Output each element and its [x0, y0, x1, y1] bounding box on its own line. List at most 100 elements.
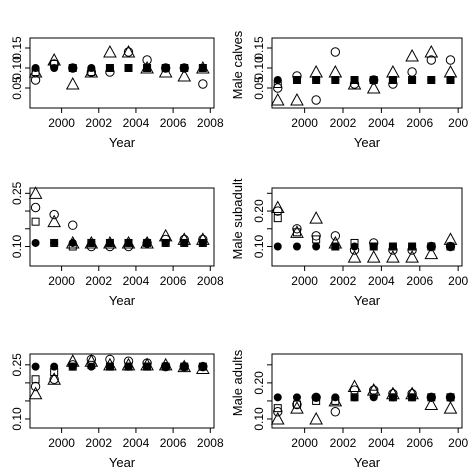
- point-open-circle: [330, 231, 341, 241]
- point-triangle: [177, 232, 192, 245]
- point-square: [124, 362, 133, 371]
- x-axis-title: Year: [109, 135, 136, 150]
- point-triangle: [386, 64, 400, 78]
- point-square: [198, 64, 207, 72]
- point-open-circle: [369, 75, 379, 85]
- x-tick-label: 2006: [160, 274, 187, 288]
- point-open-circle: [123, 47, 134, 57]
- x-tick-label: 2004: [368, 116, 395, 130]
- point-open-circle: [292, 71, 302, 81]
- point-square: [408, 76, 417, 84]
- point-square: [388, 242, 397, 251]
- point-open-circle: [86, 241, 97, 252]
- point-square: [427, 242, 436, 251]
- point-triangle: [309, 211, 323, 224]
- point-open-circle: [445, 392, 456, 403]
- point-open-circle: [160, 63, 171, 73]
- point-square: [350, 238, 359, 247]
- point-triangle: [366, 80, 381, 94]
- point-square: [292, 400, 301, 409]
- point-triangle: [158, 228, 173, 242]
- y-tick-label: 0.10: [10, 56, 24, 80]
- point-open-circle: [68, 63, 78, 73]
- point-filled-circle: [312, 76, 321, 84]
- point-filled-circle: [312, 242, 321, 251]
- point-square: [427, 393, 436, 402]
- y-tick-label: 0.10: [252, 234, 266, 258]
- point-open-circle: [330, 47, 341, 57]
- x-tick-label: 2002: [85, 116, 112, 130]
- x-tick-label: 2000: [48, 436, 75, 450]
- point-open-circle: [407, 389, 417, 399]
- point-open-circle: [445, 241, 456, 252]
- point-triangle: [443, 64, 458, 78]
- y-tick-label: 0.05: [10, 76, 24, 100]
- point-square: [369, 389, 378, 398]
- point-open-circle: [407, 67, 417, 77]
- x-axis-title: Year: [354, 293, 381, 308]
- point-filled-circle: [427, 393, 436, 402]
- point-triangle: [386, 250, 400, 263]
- panel-1: 0.050.100.15 2000 2002 2004 2006 2008 Year: [10, 36, 224, 150]
- point-square: [68, 64, 77, 72]
- panel-5: 0.10 0.25 2000 2002 2004 2006 2008 Year: [10, 353, 224, 470]
- point-filled-circle: [350, 393, 359, 402]
- point-filled-circle: [143, 362, 152, 371]
- y-tick-label: 0.10: [10, 407, 24, 431]
- point-filled-circle: [50, 238, 59, 247]
- point-square: [31, 68, 40, 76]
- point-open-circle: [273, 206, 283, 216]
- point-open-circle: [292, 399, 302, 410]
- y-axis-title: Male adults: [230, 349, 245, 416]
- plot-frame: [29, 187, 215, 267]
- x-tick-label: 2000: [48, 116, 75, 130]
- point-open-circle: [105, 67, 115, 77]
- point-square: [143, 64, 152, 72]
- point-filled-circle: [388, 242, 397, 251]
- point-square: [68, 362, 77, 371]
- point-filled-circle: [427, 76, 436, 84]
- point-triangle: [47, 52, 62, 66]
- point-square: [446, 242, 455, 251]
- point-open-circle: [198, 361, 208, 372]
- point-square: [50, 238, 59, 247]
- point-triangle: [405, 386, 419, 400]
- point-filled-circle: [161, 362, 170, 371]
- point-filled-circle: [273, 393, 282, 402]
- x-tick-label: 2006: [160, 116, 187, 130]
- point-square: [312, 396, 321, 405]
- plot-frame: [29, 353, 215, 429]
- point-square: [388, 76, 397, 84]
- point-filled-circle: [331, 76, 340, 84]
- point-open-circle: [388, 245, 398, 255]
- point-triangle: [405, 48, 419, 62]
- point-filled-circle: [105, 362, 114, 371]
- point-square: [273, 214, 282, 223]
- point-square: [292, 228, 301, 237]
- point-square: [161, 64, 170, 72]
- y-tick-label: 0.15: [252, 36, 266, 60]
- x-tick-label: 2006: [406, 116, 433, 130]
- point-square: [312, 76, 321, 84]
- point-open-circle: [273, 407, 283, 417]
- point-open-circle: [388, 389, 398, 399]
- point-square: [161, 362, 170, 371]
- point-square: [388, 393, 397, 402]
- point-square: [180, 238, 189, 247]
- point-triangle: [65, 354, 80, 367]
- point-square: [408, 393, 417, 402]
- point-open-circle: [349, 245, 360, 255]
- point-filled-circle: [427, 242, 436, 251]
- x-axis-title: Year: [354, 135, 381, 150]
- point-square: [180, 64, 189, 72]
- point-open-circle: [179, 361, 189, 372]
- point-filled-circle: [388, 393, 397, 402]
- point-square: [350, 76, 359, 84]
- point-triangle: [309, 411, 323, 425]
- point-filled-circle: [446, 76, 455, 84]
- point-square: [124, 64, 133, 72]
- point-square: [87, 360, 96, 369]
- point-square: [273, 404, 282, 413]
- point-square: [50, 60, 59, 68]
- point-square: [87, 68, 96, 76]
